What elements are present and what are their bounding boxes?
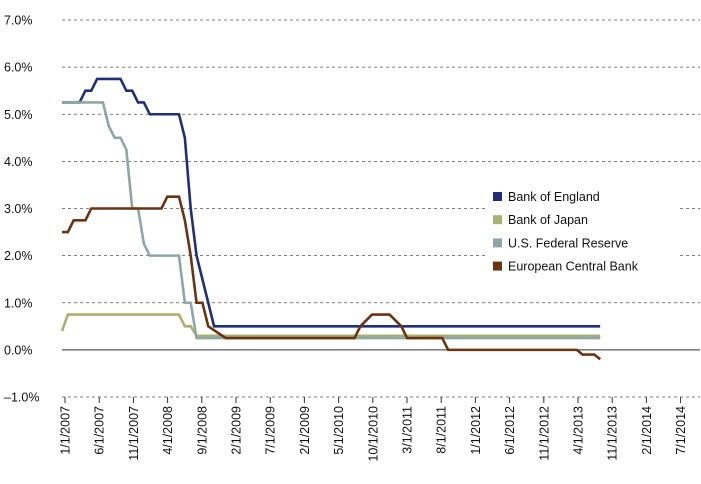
- x-tick-label: 6/1/2012: [503, 406, 517, 455]
- x-tick-label: 5/1/2010: [332, 406, 346, 455]
- y-tick-label: 0.0%: [4, 343, 33, 357]
- x-tick-label: 8/1/2011: [435, 406, 449, 454]
- legend-label: Bank of Japan: [508, 213, 588, 227]
- x-tick-label: 7/1/2009: [264, 406, 278, 455]
- y-axis: –1.0% 0.0% 1.0% 2.0% 3.0% 4.0% 5.0% 6.0% 7.0%: [4, 14, 39, 405]
- legend-swatch: [493, 192, 502, 201]
- series-line-bank-of-england: [62, 77, 601, 328]
- y-tick-label: 7.0%: [4, 14, 33, 28]
- x-tick-label: 9/1/2008: [195, 406, 209, 455]
- series-line-european-central-bank: [62, 195, 602, 361]
- y-tick-label: 5.0%: [4, 108, 33, 122]
- x-tick-label: 1/1/2007: [59, 406, 73, 455]
- y-tick-label: 2.0%: [4, 249, 33, 263]
- legend-label: European Central Bank: [508, 260, 639, 274]
- legend-swatch: [493, 215, 502, 225]
- x-tick-label: 1/1/2012: [469, 406, 483, 455]
- x-tick-label: 2/1/2014: [640, 406, 654, 455]
- legend-swatch: [493, 261, 502, 271]
- series-lines: [60, 77, 602, 361]
- y-tick-label: 1.0%: [4, 296, 33, 310]
- y-tick-label: 3.0%: [4, 202, 33, 216]
- y-tick-label: –1.0%: [4, 391, 39, 405]
- x-axis: 1/1/2007 6/1/2007 11/1/2007 4/1/2008 9/1/200…: [59, 397, 688, 462]
- gridlines: [62, 19, 700, 398]
- y-tick-label: 6.0%: [4, 61, 33, 75]
- x-tick-label: 11/1/2012: [537, 406, 551, 461]
- x-tick-label: 11/1/2013: [606, 406, 620, 461]
- legend-swatch: [493, 238, 502, 248]
- x-tick-label: 4/1/2008: [161, 406, 175, 455]
- x-tick-label: 10/1/2010: [366, 406, 380, 462]
- legend-label: Bank of England: [508, 190, 600, 204]
- x-tick-label: 7/1/2014: [674, 406, 688, 455]
- legend: Bank of England Bank of Japan U.S. Federal…: [485, 185, 680, 284]
- legend-label: U.S. Federal Reserve: [508, 236, 628, 250]
- y-tick-label: 4.0%: [4, 155, 33, 169]
- x-tick-label: 11/1/2007: [127, 406, 141, 461]
- legend-background: [485, 185, 680, 284]
- x-tick-label: 6/1/2007: [93, 406, 107, 455]
- x-tick-label: 2/1/2009: [298, 406, 312, 455]
- x-tick-label: 2/1/2009: [230, 406, 244, 455]
- x-tick-label: 3/1/2011: [401, 406, 415, 454]
- x-tick-label: 4/1/2013: [572, 406, 586, 455]
